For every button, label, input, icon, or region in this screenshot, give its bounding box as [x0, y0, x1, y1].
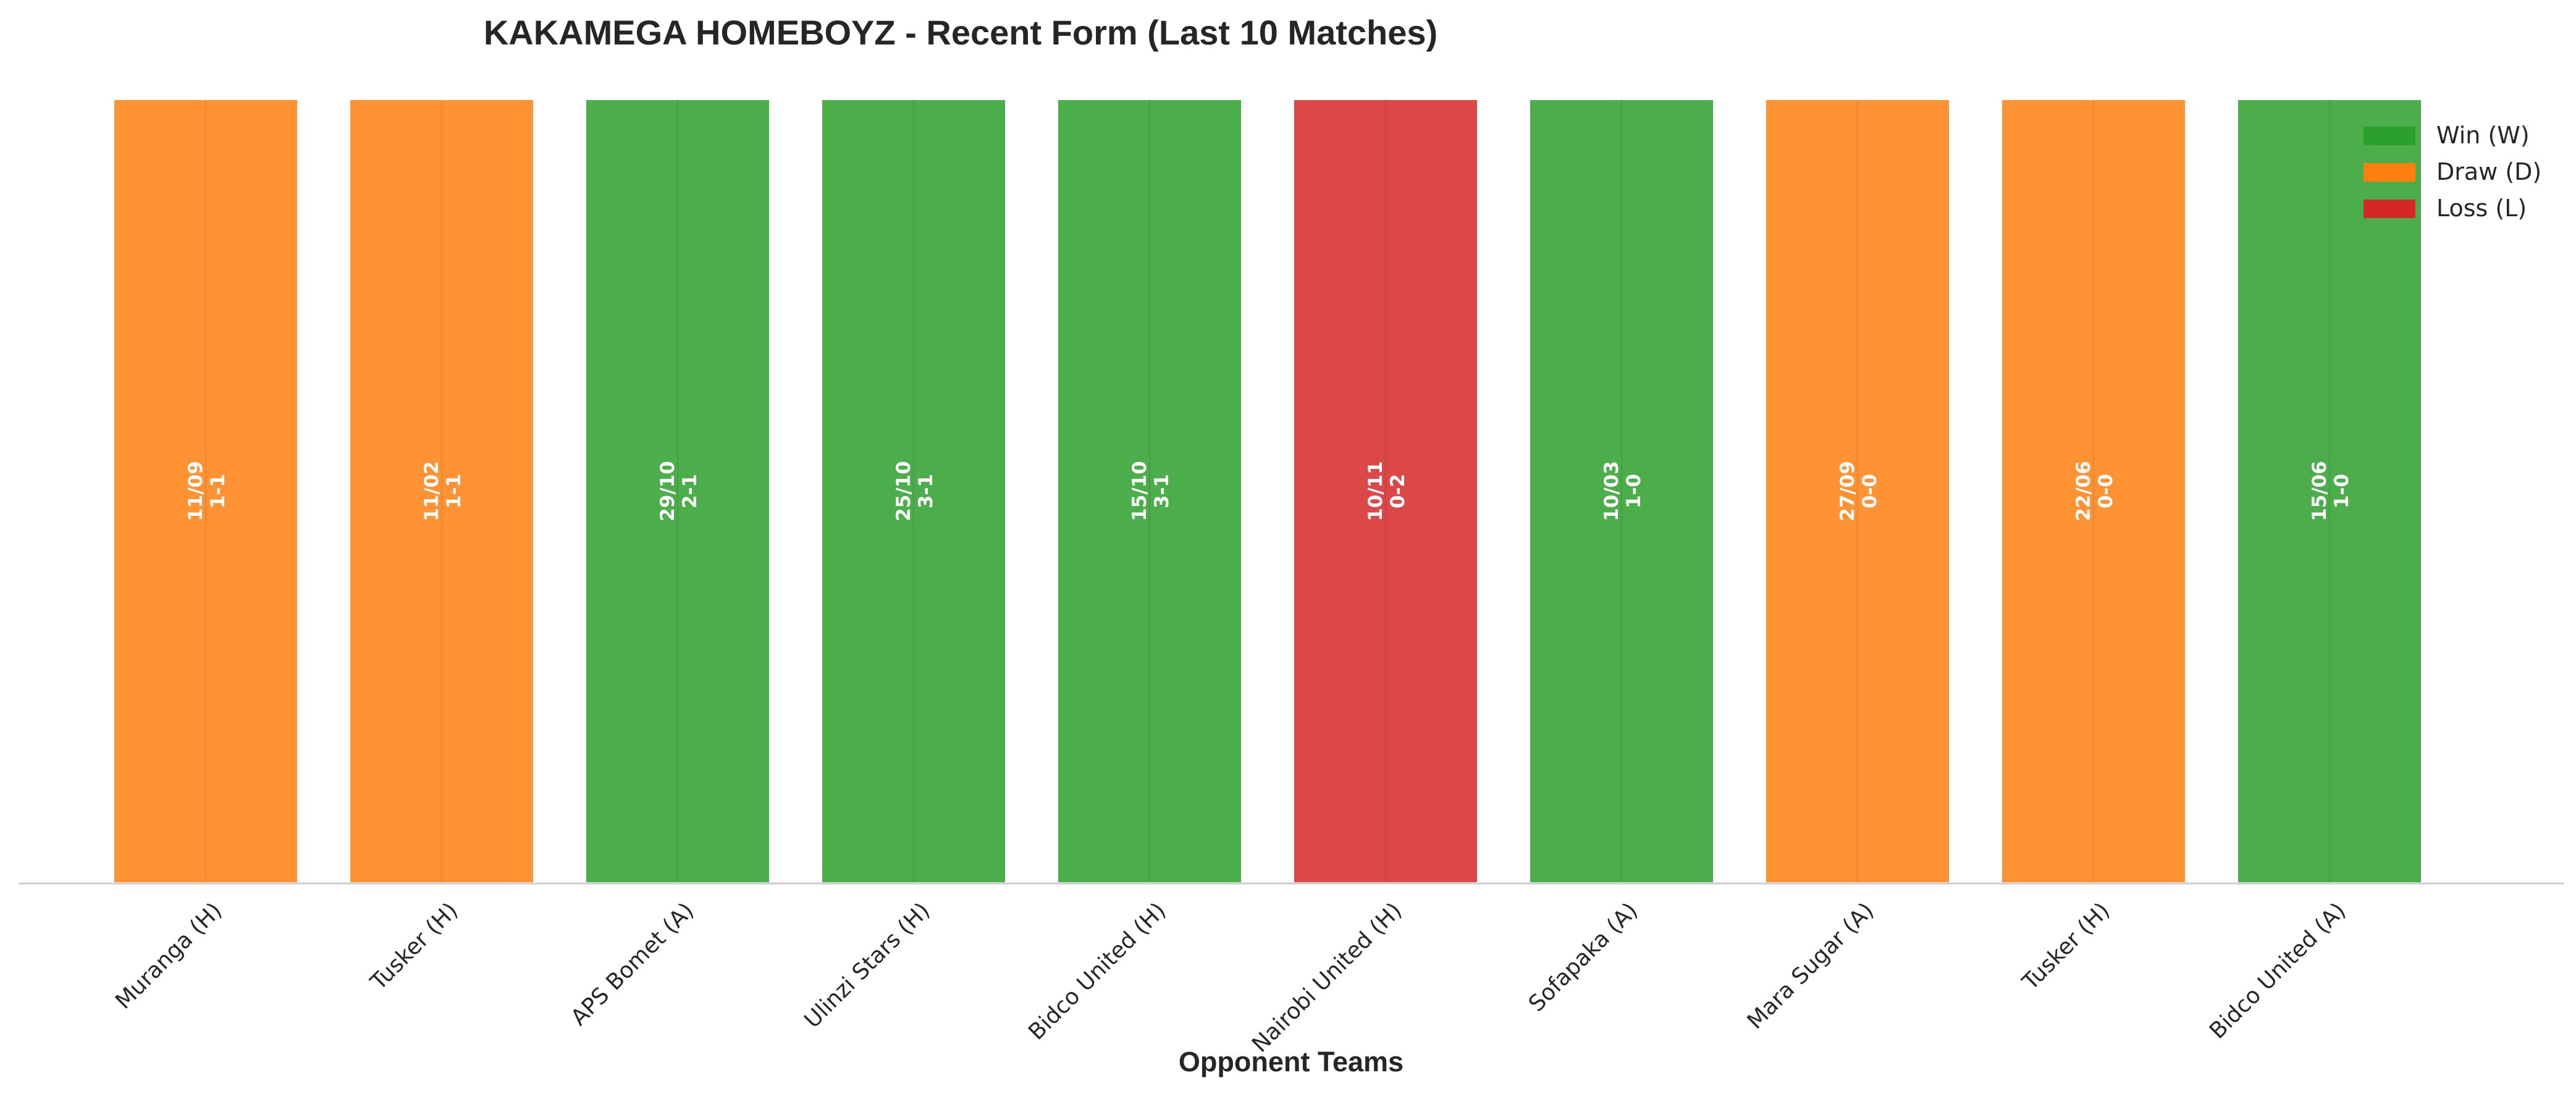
x-tick-label-8: Mara Sugar (A) — [1743, 898, 1879, 1034]
bar-label-7: 10/03 1-0 — [1601, 461, 1645, 521]
x-tick-label-4: Ulinzi Stars (H) — [799, 898, 935, 1033]
bar-date-label: 11/09 — [185, 461, 207, 521]
bar-10 — [2236, 98, 2423, 885]
bar-date-label: 15/10 — [1129, 461, 1151, 521]
legend-swatch-l — [2363, 200, 2415, 218]
bar-labels-layer: 11/09 1-1 11/02 1-1 29/10 2-1 25/10 3-1 15/10 3-1… — [185, 461, 2353, 521]
bar-date-label: 22/06 — [2073, 461, 2095, 521]
bar-score-label: 0-2 — [1387, 474, 1409, 508]
legend-swatch-w — [2363, 127, 2415, 145]
bar-score-label: 0-0 — [1859, 474, 1881, 508]
x-tick-label-10: Bidco United (A) — [2205, 898, 2351, 1043]
bar-score-label: 1-1 — [443, 474, 465, 508]
x-tick-label-3: APS Bomet (A) — [566, 898, 699, 1031]
bar-label-5: 15/10 3-1 — [1129, 461, 1173, 521]
bar-date-label: 10/11 — [1365, 461, 1387, 521]
bar-date-label: 25/10 — [893, 461, 915, 521]
bar-label-1: 11/09 1-1 — [185, 461, 229, 521]
bar-score-label: 0-0 — [2095, 474, 2117, 508]
bar-date-label: 15/06 — [2309, 461, 2331, 521]
bar-label-9: 22/06 0-0 — [2073, 461, 2117, 521]
x-tick-label-6: Nairobi United (H) — [1247, 898, 1407, 1057]
bar-1 — [112, 98, 300, 885]
bar-score-label: 3-1 — [915, 474, 937, 508]
bar-score-label: 2-1 — [679, 474, 701, 508]
bar-label-8: 27/09 0-0 — [1837, 461, 1881, 521]
bar-label-2: 11/02 1-1 — [421, 461, 465, 521]
legend: Win (W) Draw (D) Loss (L) — [2363, 122, 2541, 222]
bars-layer — [112, 98, 2423, 885]
x-tick-label-1: Muranga (H) — [111, 898, 227, 1014]
x-tick-label-7: Sofapaka (A) — [1524, 898, 1643, 1016]
bar-5 — [1056, 98, 1244, 885]
chart-title: KAKAMEGA HOMEBOYZ - Recent Form (Last 10… — [484, 13, 1437, 52]
legend-label-l: Loss (L) — [2436, 195, 2527, 222]
bar-label-10: 15/06 1-0 — [2309, 461, 2353, 521]
bar-score-label: 3-1 — [1151, 474, 1173, 508]
bar-score-label: 1-0 — [1623, 474, 1645, 508]
bar-6 — [1292, 98, 1480, 885]
legend-swatch-d — [2363, 163, 2415, 182]
bar-4 — [820, 98, 1008, 885]
x-tick-label-2: Tusker (H) — [366, 898, 463, 995]
bar-3 — [584, 98, 772, 885]
bar-date-label: 29/10 — [657, 461, 679, 521]
x-tick-labels: Muranga (H) Tusker (H) APS Bomet (A) Ulinzi… — [111, 898, 2351, 1057]
bar-2 — [348, 98, 536, 885]
legend-label-d: Draw (D) — [2436, 158, 2541, 185]
bar-date-label: 27/09 — [1837, 461, 1859, 521]
bar-8 — [1764, 98, 1951, 885]
bar-score-label: 1-0 — [2331, 474, 2353, 508]
x-axis-label: Opponent Teams — [1179, 1046, 1404, 1077]
x-tick-label-5: Bidco United (H) — [1024, 898, 1171, 1045]
legend-label-w: Win (W) — [2436, 122, 2530, 149]
x-tick-label-9: Tusker (H) — [2018, 898, 2115, 995]
bar-label-3: 29/10 2-1 — [657, 461, 701, 521]
bar-7 — [1528, 98, 1715, 885]
bar-date-label: 10/03 — [1601, 461, 1623, 521]
bar-score-label: 1-1 — [207, 474, 229, 508]
bar-label-6: 10/11 0-2 — [1365, 461, 1409, 521]
bar-label-4: 25/10 3-1 — [893, 461, 937, 521]
bar-date-label: 11/02 — [421, 461, 443, 521]
